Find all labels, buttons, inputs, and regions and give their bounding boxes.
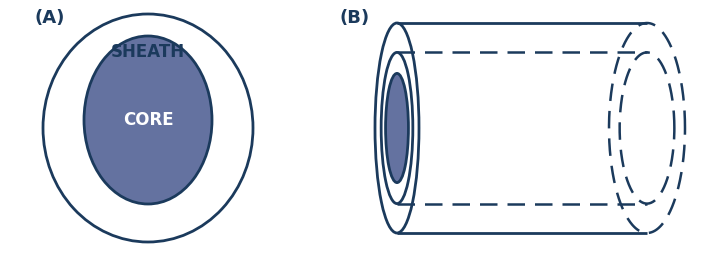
Text: SHEATH: SHEATH bbox=[111, 43, 185, 61]
Ellipse shape bbox=[386, 73, 408, 183]
Ellipse shape bbox=[375, 23, 419, 233]
Ellipse shape bbox=[43, 14, 253, 242]
Ellipse shape bbox=[84, 36, 212, 204]
Text: (A): (A) bbox=[35, 9, 66, 27]
Polygon shape bbox=[397, 23, 647, 233]
Text: (B): (B) bbox=[340, 9, 370, 27]
Text: CORE: CORE bbox=[122, 111, 174, 129]
Ellipse shape bbox=[381, 52, 413, 204]
